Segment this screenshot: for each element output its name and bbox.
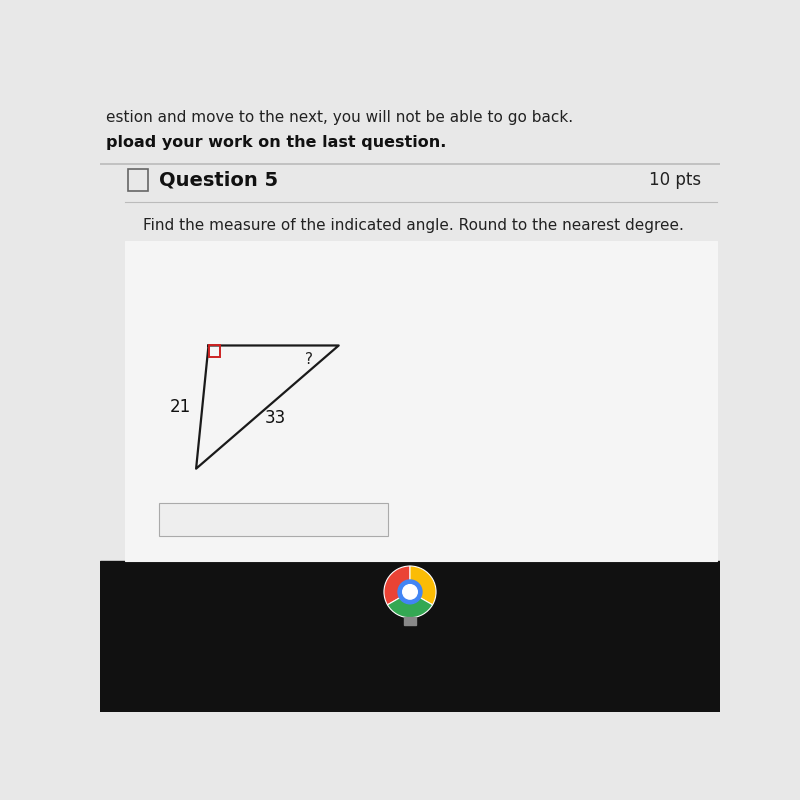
Wedge shape [387, 592, 433, 618]
Wedge shape [410, 566, 436, 605]
Text: Question 5: Question 5 [159, 170, 278, 190]
Text: Find the measure of the indicated angle. Round to the nearest degree.: Find the measure of the indicated angle.… [143, 218, 684, 233]
Text: ?: ? [305, 351, 313, 366]
Circle shape [402, 585, 418, 599]
Bar [100, 561, 720, 712]
Text: 33: 33 [264, 409, 286, 427]
Text: 21: 21 [170, 398, 191, 416]
Bar [100, 96, 720, 484]
Bar [159, 502, 388, 537]
Wedge shape [384, 566, 410, 605]
Bar [125, 241, 717, 561]
Text: estion and move to the next, you will not be able to go back.: estion and move to the next, you will no… [106, 110, 574, 125]
Text: pload your work on the last question.: pload your work on the last question. [106, 134, 446, 150]
Text: 10 pts: 10 pts [650, 170, 702, 189]
Bar [209, 346, 220, 357]
Circle shape [398, 580, 422, 604]
Bar [404, 617, 416, 625]
Bar [128, 170, 148, 191]
